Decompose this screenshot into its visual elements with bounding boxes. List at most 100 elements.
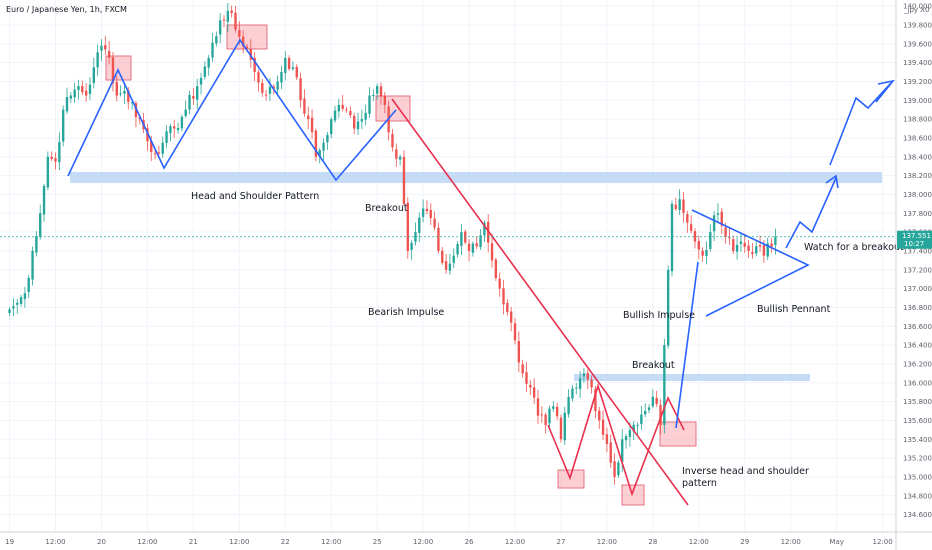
candle-body bbox=[356, 121, 360, 130]
candle bbox=[571, 385, 574, 402]
candle-body bbox=[624, 436, 628, 441]
candle bbox=[54, 152, 57, 170]
candle-body bbox=[157, 152, 161, 154]
candle bbox=[8, 307, 11, 317]
candle bbox=[682, 192, 685, 223]
candle bbox=[284, 51, 287, 81]
candle bbox=[230, 5, 233, 18]
candle bbox=[253, 52, 256, 82]
candle bbox=[578, 371, 582, 399]
candle bbox=[536, 389, 540, 424]
label-bullish-pennant: Bullish Pennant bbox=[757, 304, 831, 315]
candle-body bbox=[655, 398, 658, 405]
candle bbox=[559, 414, 563, 443]
x-tick-label: May bbox=[829, 538, 843, 546]
candle bbox=[735, 237, 739, 260]
candle bbox=[107, 40, 111, 65]
y-tick-label: 135.000 bbox=[903, 473, 932, 481]
candle-body bbox=[391, 133, 394, 148]
candle-body bbox=[716, 213, 720, 215]
candle-body bbox=[586, 372, 589, 380]
candle bbox=[192, 87, 195, 105]
candle-body bbox=[123, 90, 126, 94]
candle bbox=[689, 215, 693, 234]
candle-body bbox=[268, 86, 272, 94]
candle-body bbox=[35, 235, 38, 253]
candle-body bbox=[249, 48, 252, 60]
x-tick-label: 19 bbox=[5, 538, 14, 546]
candle-body bbox=[670, 203, 674, 272]
y-tick-label: 138.200 bbox=[903, 172, 932, 180]
candle bbox=[58, 132, 61, 171]
candle-body bbox=[241, 36, 245, 47]
candle-body bbox=[184, 109, 187, 116]
candle bbox=[502, 279, 505, 315]
candle-body bbox=[689, 224, 693, 231]
candle-body bbox=[410, 242, 413, 250]
candle bbox=[712, 211, 716, 242]
price-badge-countdown: 10:27 bbox=[904, 240, 924, 248]
candle-body bbox=[441, 250, 444, 263]
candle bbox=[180, 114, 184, 132]
candle-body bbox=[326, 134, 329, 143]
candle-body bbox=[77, 86, 80, 90]
candle bbox=[46, 151, 50, 191]
candle bbox=[84, 83, 88, 102]
candle-body bbox=[333, 110, 337, 121]
x-tick-label: 28 bbox=[648, 538, 657, 546]
candle bbox=[395, 143, 398, 167]
y-tick-label: 138.800 bbox=[903, 116, 932, 124]
candle-body bbox=[678, 199, 681, 210]
candle-body bbox=[471, 243, 475, 253]
candle bbox=[609, 434, 612, 468]
candle bbox=[123, 85, 126, 105]
candle bbox=[31, 246, 34, 286]
candle bbox=[330, 117, 333, 139]
candle-body bbox=[601, 419, 605, 435]
candle bbox=[414, 222, 417, 246]
candle bbox=[349, 106, 352, 119]
candle-body bbox=[502, 288, 505, 305]
candle-body bbox=[314, 130, 318, 157]
candle bbox=[314, 128, 318, 162]
y-tick-label: 134.800 bbox=[903, 492, 932, 500]
y-axis[interactable]: 134.600 134.800 135.000 135.200 135.400 135.6… bbox=[903, 3, 932, 519]
candle bbox=[50, 151, 53, 161]
x-tick-label: 12:00 bbox=[413, 538, 433, 546]
downtrend-line bbox=[391, 98, 689, 506]
candle bbox=[686, 210, 689, 233]
head-shoulders-lines bbox=[67, 38, 397, 182]
candle-body bbox=[632, 424, 635, 432]
candle bbox=[96, 44, 99, 76]
label-watch-breakout: Watch for a breakout bbox=[804, 242, 904, 253]
candle-body bbox=[529, 384, 532, 388]
candle bbox=[261, 79, 264, 97]
candle-body bbox=[119, 93, 122, 95]
candle-body bbox=[406, 202, 409, 251]
candle bbox=[755, 239, 758, 257]
candle bbox=[19, 294, 23, 307]
x-tick-label: 12:00 bbox=[137, 538, 157, 546]
candle bbox=[241, 30, 245, 54]
candle-body bbox=[590, 379, 593, 388]
candle bbox=[605, 427, 609, 453]
label-inverse-1: Inverse head and shoulder bbox=[682, 466, 809, 477]
candle bbox=[548, 405, 551, 430]
candle-body bbox=[402, 156, 406, 204]
label-breakout-1: Breakout bbox=[365, 203, 408, 214]
candle-body bbox=[360, 119, 364, 122]
candle bbox=[69, 92, 73, 104]
candle bbox=[674, 197, 678, 211]
candle-body bbox=[261, 83, 264, 93]
candle-body bbox=[161, 142, 164, 154]
candle-body bbox=[513, 323, 517, 341]
candle-body bbox=[651, 396, 655, 407]
y-tick-label: 137.000 bbox=[903, 285, 932, 293]
candle-body bbox=[226, 10, 230, 22]
candle bbox=[226, 2, 230, 32]
x-axis[interactable]: 19 12:00 20 12:00 21 12:00 22 12:00 25 12:00 26 12:… bbox=[5, 538, 893, 546]
candle-body bbox=[467, 243, 471, 251]
candle-body bbox=[379, 86, 383, 97]
candle bbox=[594, 386, 597, 419]
